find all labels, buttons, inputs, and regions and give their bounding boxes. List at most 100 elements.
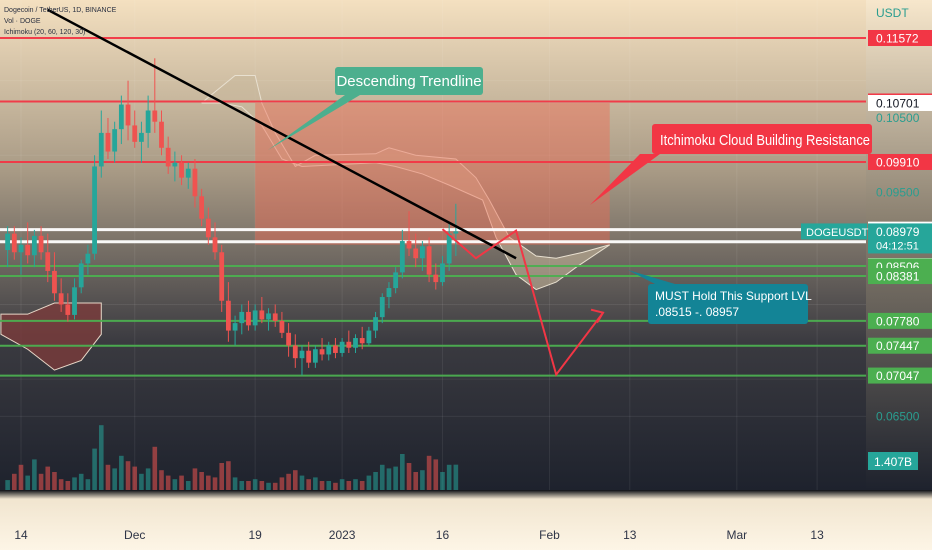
candle [45,233,51,283]
candle-body [125,104,131,126]
candle [252,304,258,331]
volume-bar [359,481,365,490]
volume-bar [139,473,144,490]
candles [5,58,459,376]
candle [426,237,432,283]
candle [326,341,332,361]
chart-legend: Dogecoin / TetherUS, 1D, BINANCE Vol · D… [4,7,117,36]
time-tick-label: 14 [14,528,28,542]
candle-body [326,345,332,355]
volume-bar [306,479,311,490]
price-tag-label: 0.09910 [876,155,920,169]
candle-body [118,104,124,130]
volume-bar [212,477,218,490]
volume-tag-bg [868,452,918,470]
volume-bar [45,466,51,490]
current-price-countdown: 04:12:51 [876,240,919,252]
cloud-callout-box[interactable] [652,124,872,154]
volume-bar [246,481,251,490]
support-callout-box[interactable] [648,284,808,324]
descending-trendline [47,8,517,260]
candle-body [279,320,285,333]
candle-body [145,110,151,133]
candle [333,338,338,359]
price-axis[interactable]: USDT 0.105000.095000.065000.115720.10721… [801,6,932,470]
price-tag: 0.07447 [868,337,932,354]
time-axis[interactable]: 14 Dec 19 2023 16 Feb 13 Mar 13 [14,528,824,542]
candle-body [132,125,138,142]
candle [266,308,271,331]
candle-body [239,311,245,324]
volume-bar [446,464,452,490]
candle [420,241,425,271]
volume-bar [145,468,151,490]
candle [246,300,251,331]
volume-bar [379,464,385,490]
volume-legend[interactable]: Vol · DOGE [4,18,41,25]
trendline-callout-box[interactable] [335,67,483,95]
candle [31,229,37,268]
candle-body [192,168,198,197]
candle-body [306,350,312,363]
volume-bar [386,468,392,490]
volume-bar [373,472,378,490]
candle [85,244,91,275]
price-tick-label: 0.10500 [876,111,920,125]
candle [359,326,365,350]
price-tag: 0.11572 [868,30,932,46]
candle [105,117,111,160]
volume-bar [58,479,64,490]
candle [159,110,164,156]
volume-bar [339,479,345,490]
candle-body [112,129,118,152]
candle-body [386,288,392,298]
projection-path [441,228,604,377]
candle-body [152,110,158,122]
symbol-title[interactable]: Dogecoin / TetherUS, 1D, BINANCE [4,7,117,14]
volume-bar [259,481,265,490]
volume-bar [393,466,398,490]
candle-body [359,338,365,344]
volume-bar [219,463,224,490]
volume-bar [353,479,358,490]
candle [319,338,325,361]
candle [346,330,352,353]
volume-bar [192,468,198,490]
volume-bar [112,468,117,490]
volume-bar [279,477,285,490]
volume-bar [426,455,432,490]
candle [373,311,378,339]
time-tick-label: Feb [539,528,560,542]
candle [399,229,405,279]
candle-body [38,235,44,253]
time-tick-label: 2023 [329,528,356,542]
support-callout-line2: .08515 -. 08957 [655,305,739,319]
candle-body [319,349,325,355]
candle [185,162,191,189]
price-tag-bg [868,337,932,354]
time-tick-label: Mar [726,528,747,542]
candle [58,278,64,312]
candle-body [52,270,57,294]
time-tick-label: 16 [436,528,450,542]
price-tag-label: 0.08381 [876,270,920,284]
price-tag-label: 0.07447 [876,339,920,353]
candle [172,151,178,182]
projection-arrowhead [590,308,605,324]
candle [92,155,97,260]
ichimoku-legend[interactable]: Ichimoku (20, 60, 120, 30) [4,29,85,36]
candle-body [420,246,425,259]
price-tag: 0.10701 [868,94,932,111]
time-tick-label: Dec [124,528,145,542]
volume-bar [319,481,325,490]
ichimoku-cloud-upper-line [201,74,610,259]
price-tag-bg [868,312,932,329]
volume-bar [400,454,405,490]
volume-bar [366,475,372,490]
candle-body [252,310,258,326]
candle [259,297,265,324]
volume-bar [105,464,111,490]
current-price-bg [868,223,932,254]
candle-body [272,313,278,321]
